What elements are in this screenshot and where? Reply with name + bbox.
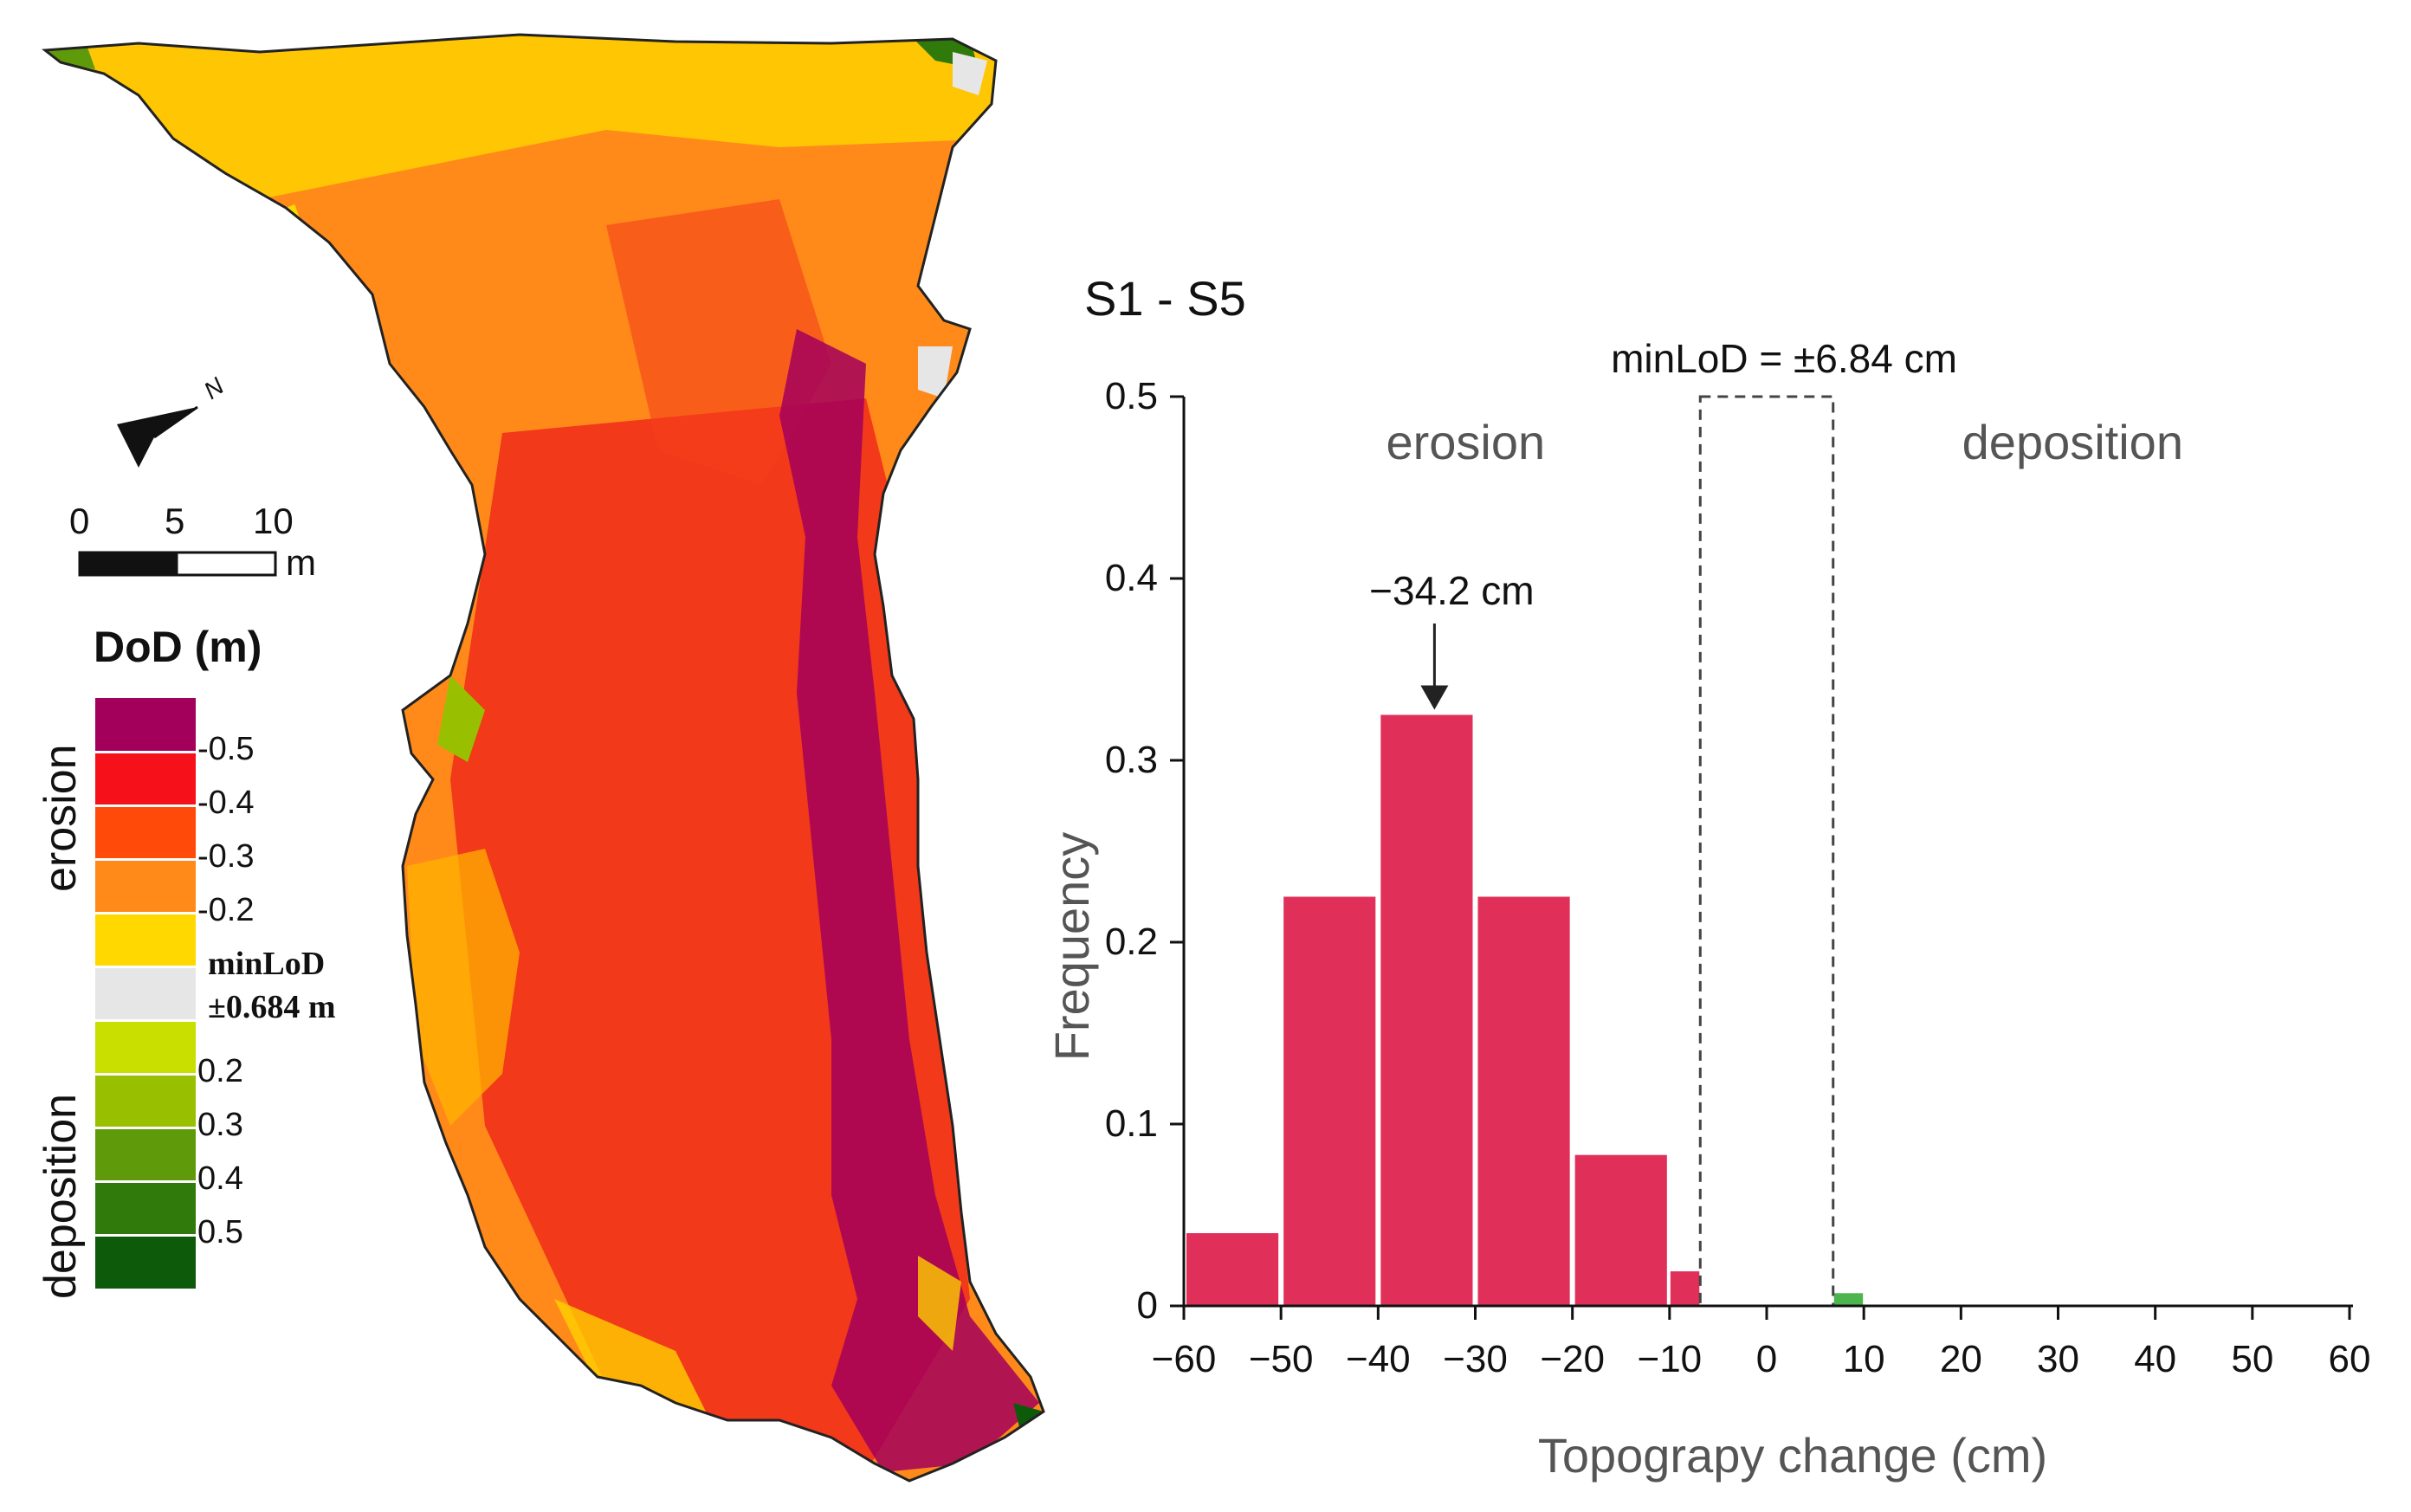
y-tick-label: 0.5 <box>1105 375 1158 417</box>
x-tick-label: −10 <box>1638 1338 1703 1380</box>
x-tick-label: 0 <box>1756 1338 1777 1380</box>
histogram-panel: S1 - S5 minLoD = ±6.84 cm 0 0.1 0.2 0.3 0.4 0.… <box>1005 242 2411 1512</box>
legend-separator <box>95 912 196 914</box>
legend-separator <box>95 966 196 968</box>
histogram-bar <box>1186 1233 1279 1306</box>
histogram-bar <box>1833 1293 1864 1306</box>
deposition-region-label: deposition <box>1962 415 2183 469</box>
peak-annotation-label: −34.2 cm <box>1369 568 1535 613</box>
x-tick-label: 40 <box>2134 1338 2176 1380</box>
legend-title: DoD (m) <box>94 623 262 671</box>
legend-erosion-label: erosion <box>36 744 86 892</box>
legend-separator <box>95 1073 196 1076</box>
histogram-bar <box>1380 714 1473 1306</box>
x-tick-label: −60 <box>1152 1338 1217 1380</box>
chart-title: S1 - S5 <box>1084 271 1246 326</box>
legend-separator <box>95 751 196 753</box>
x-tick-label: 20 <box>1940 1338 1982 1380</box>
legend-class-label: 0.4 <box>197 1160 243 1197</box>
legend-separator <box>95 1019 196 1022</box>
legend-class-label: 0.2 <box>197 1053 243 1089</box>
legend-separator <box>95 858 196 861</box>
histogram-bar <box>1670 1271 1700 1306</box>
x-axis-label: Topograpy change (cm) <box>1538 1428 2047 1483</box>
dod-map-panel: N 0 5 10 m DoD (m) -0.5 -0.4 -0.3 -0.2 0.2 0.… <box>0 0 1109 1512</box>
dod-map-image: N <box>42 33 1045 1483</box>
north-label: N <box>199 372 229 404</box>
legend-swatch <box>95 913 196 966</box>
histogram-bar <box>1477 896 1570 1306</box>
x-tick-label: 60 <box>2329 1338 2371 1380</box>
legend-class-label: 0.3 <box>197 1107 243 1143</box>
legend-class-label: -0.5 <box>197 731 255 767</box>
legend-swatch <box>95 1128 196 1181</box>
legend-swatch <box>95 698 196 752</box>
legend-swatch <box>95 1020 196 1074</box>
legend-swatch <box>95 966 196 1020</box>
legend-swatch <box>95 1181 196 1235</box>
y-tick-label: 0.1 <box>1105 1102 1158 1145</box>
histogram-bar <box>1574 1154 1667 1306</box>
y-tick-label: 0 <box>1137 1284 1158 1327</box>
x-tick-label: 50 <box>2231 1338 2273 1380</box>
legend-minlod-label: minLoD ±0.684 m <box>208 942 336 1029</box>
y-tick-label: 0.4 <box>1105 557 1158 599</box>
legend-class-label: -0.3 <box>197 838 255 875</box>
scale-tick-10: 10 <box>253 501 294 541</box>
legend-class-label: -0.4 <box>197 785 255 821</box>
y-tick-label: 0.2 <box>1105 921 1158 963</box>
x-tick-label: −50 <box>1249 1338 1314 1380</box>
x-tick-label: −20 <box>1540 1338 1605 1380</box>
legend-class-label: 0.5 <box>197 1214 243 1250</box>
scale-tick-0: 0 <box>69 501 90 541</box>
erosion-region-label: erosion <box>1386 415 1545 469</box>
x-tick-label: −40 <box>1346 1338 1411 1380</box>
legend-swatch <box>95 752 196 805</box>
x-tick-label: 30 <box>2037 1338 2079 1380</box>
x-tick-label: −30 <box>1443 1338 1508 1380</box>
peak-annotation-arrowhead <box>1420 685 1449 710</box>
scale-tick-5: 5 <box>165 501 185 541</box>
minlod-box <box>1698 395 1835 1308</box>
legend-separator <box>95 1234 196 1237</box>
x-tick-label: 10 <box>1843 1338 1885 1380</box>
legend-class-label: -0.2 <box>197 892 255 928</box>
legend-deposition-label: deposition <box>36 1093 86 1299</box>
y-tick-label: 0.3 <box>1105 739 1158 781</box>
legend-separator <box>95 1127 196 1129</box>
north-arrow-icon: N <box>117 372 229 468</box>
minlod-label: minLoD = ±6.84 cm <box>1611 336 1957 381</box>
legend-minlod-line2: ±0.684 m <box>208 989 336 1025</box>
histogram-bar <box>1283 896 1376 1306</box>
legend-separator <box>95 1180 196 1183</box>
y-axis-label: Frequency <box>1044 832 1099 1062</box>
legend-minlod-line1: minLoD <box>208 946 326 982</box>
scale-unit: m <box>286 542 316 583</box>
legend-swatch <box>95 1074 196 1128</box>
legend-swatch <box>95 1235 196 1289</box>
scale-bar <box>78 551 277 577</box>
legend-swatch <box>95 859 196 913</box>
legend-swatch <box>95 805 196 859</box>
legend-separator <box>95 804 196 807</box>
